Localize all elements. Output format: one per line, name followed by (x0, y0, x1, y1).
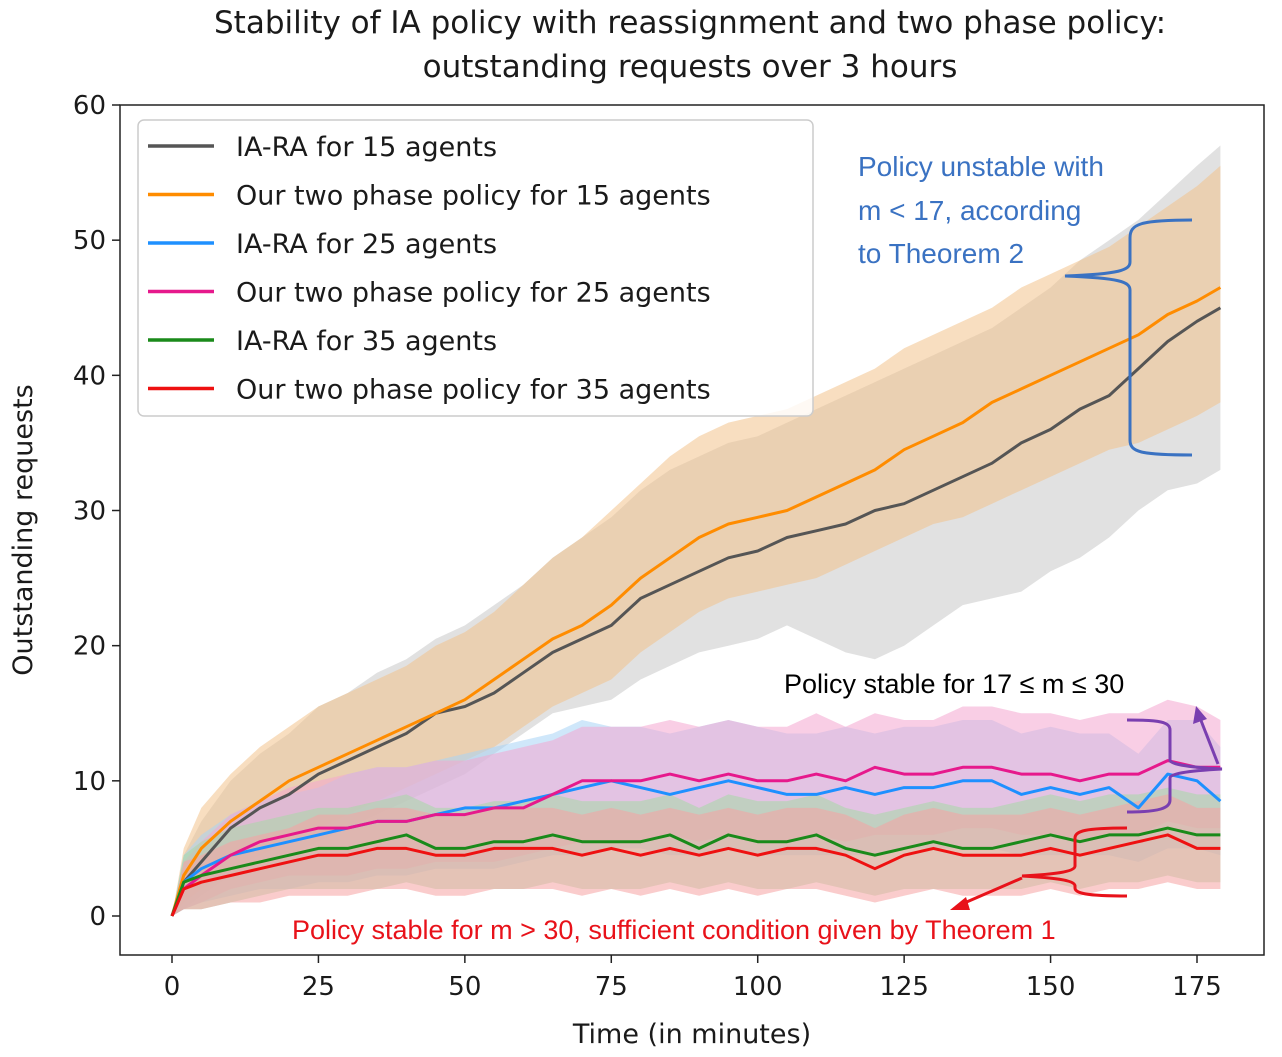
arrow-stable-mid (1198, 717, 1220, 765)
line-series-0 (170, 306, 1222, 917)
y-axis-ticks: 0 10 20 30 40 50 60 (73, 91, 120, 932)
arrow-stable-high (961, 876, 1023, 906)
x-tick-label-0: 0 (164, 972, 181, 1002)
legend-label-4: IA-RA for 35 agents (236, 326, 497, 357)
chart-title-line-2: outstanding requests over 3 hours (423, 49, 958, 85)
x-tick-label-2: 50 (448, 972, 481, 1002)
legend: IA-RA for 15 agents Our two phase policy … (137, 119, 814, 417)
legend-label-0: IA-RA for 15 agents (236, 132, 497, 163)
y-tick-label-2: 20 (73, 632, 106, 662)
x-axis-ticks: 0 25 50 75 100 125 150 175 (164, 955, 1222, 1002)
x-tick-label-3: 75 (595, 972, 628, 1002)
y-tick-label-3: 30 (73, 497, 106, 527)
annotation-stable-mid-text: Policy stable for 17 ≤ m ≤ 30 (784, 669, 1124, 699)
line-series-1 (170, 286, 1222, 917)
x-tick-label-5: 125 (879, 972, 929, 1002)
legend-items: IA-RA for 15 agents Our two phase policy … (148, 132, 711, 406)
annotation-unstable: Policy unstable with m < 17, according t… (858, 151, 1193, 457)
annotation-unstable-line-3: to Theorem 2 (858, 238, 1024, 269)
chart-title-line-1: Stability of IA policy with reassignment… (214, 5, 1166, 41)
y-tick-label-4: 40 (73, 361, 106, 391)
y-tick-label-1: 10 (73, 767, 106, 797)
x-tick-label-1: 25 (302, 972, 335, 1002)
series-lines (170, 286, 1222, 917)
legend-label-5: Our two phase policy for 35 agents (236, 375, 711, 406)
x-axis-label: Time (in minutes) (572, 1019, 811, 1050)
annotation-unstable-line-1: Policy unstable with (858, 151, 1104, 182)
arrow-head-stable-high (950, 897, 970, 910)
legend-label-2: IA-RA for 25 agents (236, 229, 497, 260)
x-tick-label-4: 100 (733, 972, 783, 1002)
y-axis-label: Outstanding requests (8, 384, 39, 675)
x-tick-label-6: 150 (1026, 972, 1076, 1002)
arrow-head-stable-mid (1193, 706, 1207, 724)
annotation-stable-high-text: Policy stable for m > 30, sufficient con… (292, 915, 1056, 945)
annotation-stable-mid: Policy stable for 17 ≤ m ≤ 30 (784, 669, 1223, 814)
line-series-5 (170, 833, 1221, 917)
line-series-2 (170, 772, 1222, 917)
x-tick-label-7: 175 (1172, 972, 1222, 1002)
legend-label-3: Our two phase policy for 25 agents (236, 278, 711, 309)
y-tick-label-0: 0 (89, 902, 106, 932)
y-tick-label-6: 60 (73, 91, 106, 121)
brace-stable-mid (1126, 718, 1223, 814)
y-tick-label-5: 50 (73, 226, 106, 256)
brace-unstable (1064, 218, 1193, 457)
line-series-4 (170, 826, 1221, 917)
legend-label-1: Our two phase policy for 15 agents (236, 181, 711, 212)
line-series-3 (170, 759, 1221, 917)
brace-stable-high (1021, 826, 1128, 898)
plot-border (119, 104, 1265, 956)
annotation-unstable-line-2: m < 17, according (858, 195, 1081, 226)
annotation-stable-high: Policy stable for m > 30, sufficient con… (292, 826, 1128, 945)
legend-box (137, 119, 814, 417)
